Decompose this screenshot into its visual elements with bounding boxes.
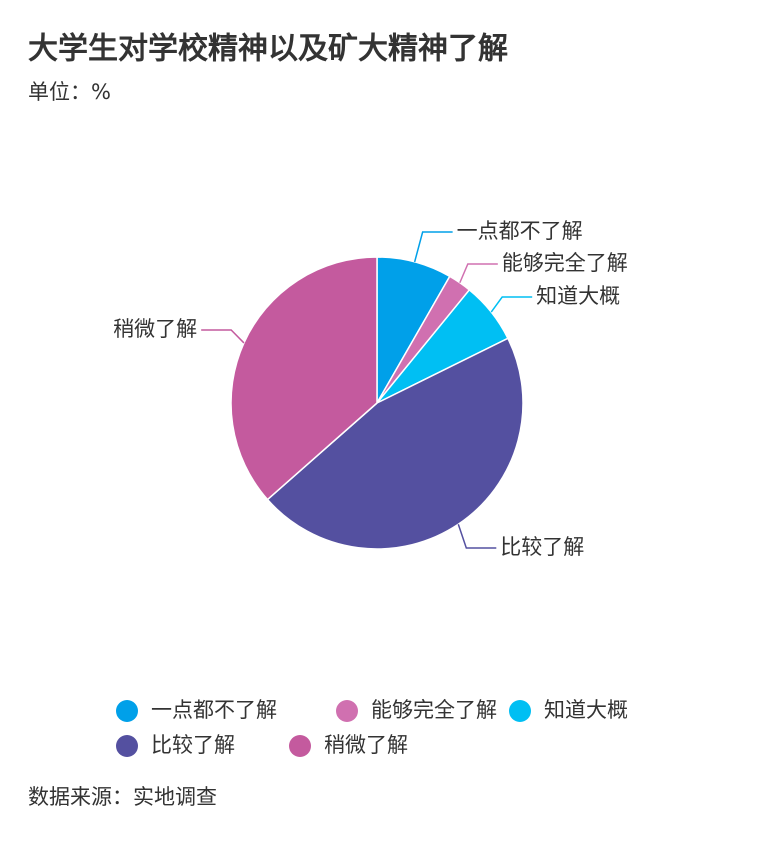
legend-swatch xyxy=(509,700,531,722)
legend-swatch xyxy=(289,735,311,757)
leader-line xyxy=(457,524,497,549)
slice-label: 稍微了解 xyxy=(113,317,197,341)
legend-swatch xyxy=(116,735,138,757)
legend-swatch xyxy=(116,700,138,722)
legend-label: 比较了解 xyxy=(151,733,235,757)
leader-line xyxy=(413,231,453,263)
leader-line xyxy=(201,329,245,344)
legend-label: 一点都不了解 xyxy=(151,698,277,722)
chart-subtitle: 单位：% xyxy=(28,80,111,104)
leader-line xyxy=(459,263,498,284)
slice-label: 一点都不了解 xyxy=(457,219,583,243)
slice-label: 知道大概 xyxy=(536,284,620,308)
slice-label: 能够完全了解 xyxy=(502,251,628,275)
legend-label: 知道大概 xyxy=(544,698,628,722)
legend-label: 稍微了解 xyxy=(324,733,408,757)
chart-source: 数据来源：实地调查 xyxy=(28,785,217,809)
chart-title: 大学生对学校精神以及矿大精神了解 xyxy=(28,32,508,67)
legend-label: 能够完全了解 xyxy=(371,698,497,722)
slice-label: 比较了解 xyxy=(500,535,584,559)
leader-line xyxy=(490,296,533,313)
legend-swatch xyxy=(336,700,358,722)
